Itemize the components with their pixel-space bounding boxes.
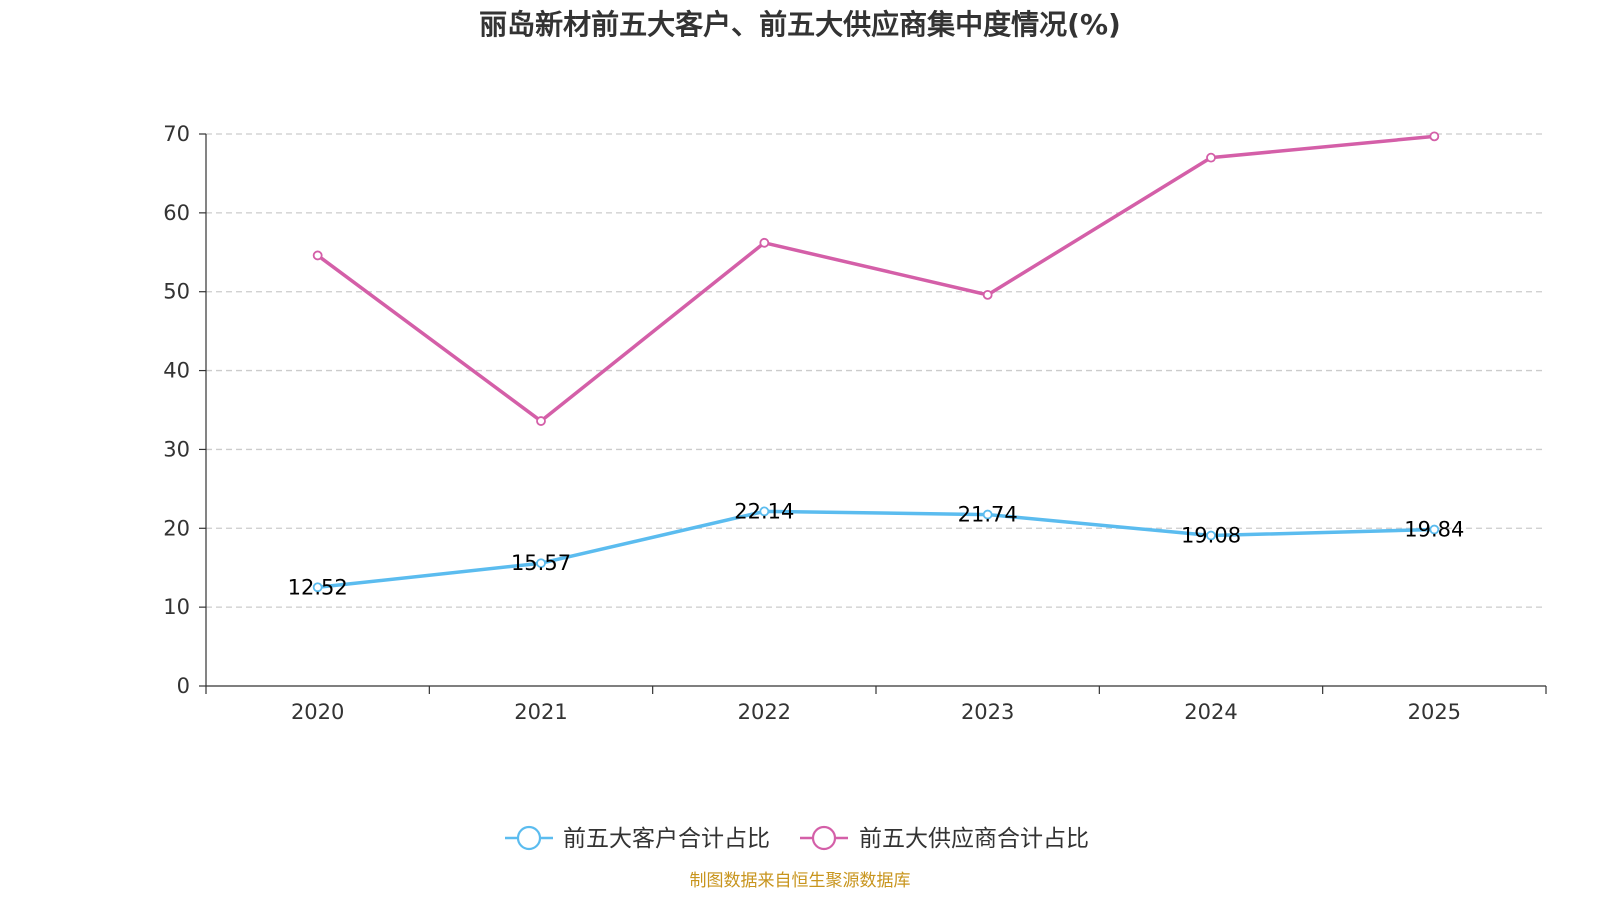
x-tick-label: 2024 (1184, 700, 1237, 724)
series-line-0 (317, 509, 1435, 590)
y-tick-label: 10 (163, 595, 190, 619)
data-label: 21.74 (958, 503, 1018, 527)
y-tick-label: 0 (177, 674, 190, 698)
x-tick-label: 2021 (514, 700, 567, 724)
y-tick-label: 60 (163, 201, 190, 225)
x-tick-label: 2025 (1408, 700, 1461, 724)
data-point (312, 250, 323, 261)
data-point (1429, 524, 1440, 535)
y-tick-label: 20 (163, 516, 190, 540)
x-tick-label: 2022 (738, 700, 791, 724)
legend-marker-0 (516, 825, 542, 851)
data-labels: 12.52 15.57 22.14 21.74 19.08 19.84 (288, 499, 1465, 599)
data-point (536, 558, 546, 569)
x-tick-label: 2020 (291, 700, 344, 724)
data-label: 12.52 (288, 575, 348, 599)
data-label: 19.84 (1404, 518, 1464, 542)
grid-lines (206, 133, 1546, 608)
series-line-1 (316, 134, 1435, 423)
y-tick-label: 70 (163, 122, 190, 146)
chart-title: 丽岛新材前五大客户、前五大供应商集中度情况(%) (479, 8, 1121, 41)
y-tick-label: 30 (163, 437, 190, 461)
source-note: 制图数据来自恒生聚源数据库 (690, 871, 911, 891)
data-point (312, 582, 323, 593)
data-point (759, 237, 770, 248)
data-point (982, 289, 993, 300)
data-label: 19.08 (1181, 524, 1241, 548)
data-label: 15.57 (511, 551, 571, 575)
series-layer (312, 131, 1440, 593)
legend-marker-1 (811, 825, 837, 851)
data-label: 22.14 (734, 499, 794, 523)
y-tick-label: 50 (163, 280, 190, 304)
data-point (536, 416, 546, 426)
x-tick-label: 2023 (961, 700, 1014, 724)
data-point (1206, 530, 1216, 541)
y-tick-label: 40 (163, 359, 190, 383)
data-point (1206, 152, 1216, 163)
legend: 前五大客户合计占比 前五大供应商合计占比 (505, 825, 1089, 852)
axes: 0 10 20 30 40 50 60 70 2020 2021 2022 2023 2024 2025 (163, 122, 1547, 724)
data-point (1429, 131, 1440, 142)
legend-label-0: 前五大客户合计占比 (563, 826, 770, 852)
legend-label-1: 前五大供应商合计占比 (859, 826, 1089, 852)
data-point (982, 509, 993, 520)
data-point (759, 506, 770, 517)
